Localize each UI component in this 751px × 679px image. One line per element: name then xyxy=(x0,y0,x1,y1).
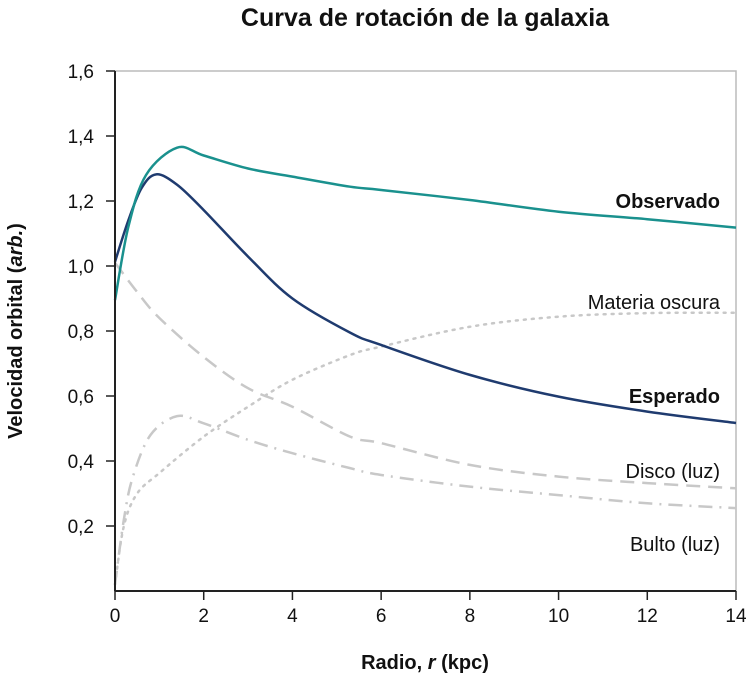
curve-label: Disco (luz) xyxy=(626,461,720,483)
series-line-observado xyxy=(113,145,737,301)
y-tick-label: 0,8 xyxy=(68,322,94,343)
series-line-bulto-luz xyxy=(113,414,737,585)
y-tick-label: 1,6 xyxy=(68,62,94,83)
x-tick-label: 4 xyxy=(287,606,298,627)
curve-label: Bulto (luz) xyxy=(630,534,720,556)
x-tick-label: 6 xyxy=(376,606,387,627)
x-tick-label: 12 xyxy=(637,606,658,627)
chart-title: Curva de rotación de la galaxia xyxy=(241,4,610,32)
series-line-esperado xyxy=(113,173,737,425)
x-tick-label: 10 xyxy=(548,606,569,627)
curve-label: Esperado xyxy=(629,386,720,408)
x-tick-label: 0 xyxy=(110,606,121,627)
y-ticks: 0,2 0,4 0,6 0,8 1,0 1,2 1,4 1,6 xyxy=(68,62,115,538)
x-ticks: 0 2 4 6 8 10 12 14 xyxy=(110,591,747,627)
y-tick-label: 1,0 xyxy=(68,257,94,278)
y-tick-label: 0,2 xyxy=(68,517,94,538)
x-tick-label: 14 xyxy=(725,606,747,627)
y-tick-label: 0,6 xyxy=(68,387,94,408)
x-tick-label: 8 xyxy=(465,606,476,627)
y-tick-label: 1,2 xyxy=(68,192,94,213)
curves xyxy=(113,145,738,586)
plot-frame xyxy=(114,70,737,592)
curve-label: Observado xyxy=(616,191,720,213)
x-tick-label: 2 xyxy=(198,606,209,627)
x-axis-label: Radio, r (kpc) xyxy=(361,652,489,674)
series-line-materia-oscura xyxy=(113,311,738,586)
y-tick-label: 0,4 xyxy=(68,452,95,473)
curve-labels: Observado Materia oscura Esperado Disco (lu… xyxy=(588,191,721,556)
series-line-disco-luz xyxy=(114,261,737,490)
y-tick-label: 1,4 xyxy=(68,127,95,148)
y-axis-label: Velocidad orbital (arb.) xyxy=(5,223,27,439)
curve-label: Materia oscura xyxy=(588,292,721,314)
